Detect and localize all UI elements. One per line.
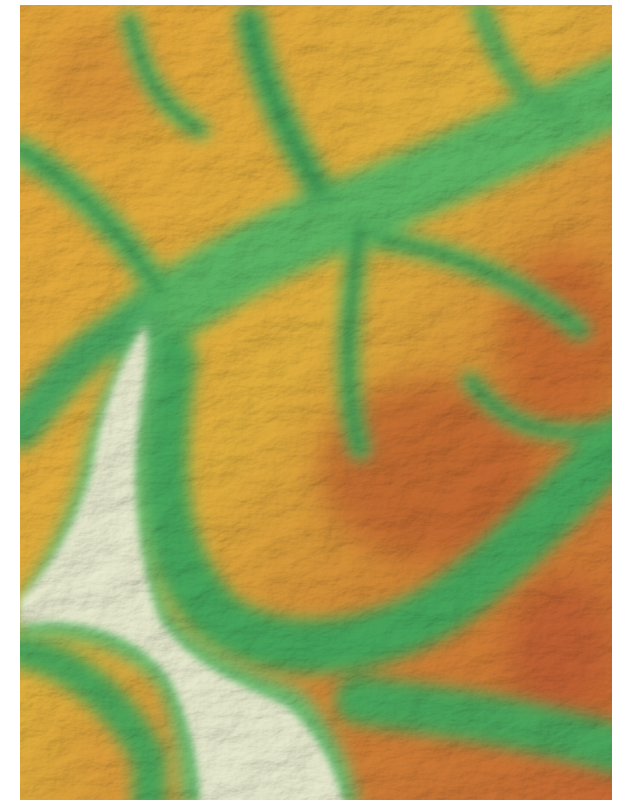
hillshade <box>20 5 612 800</box>
